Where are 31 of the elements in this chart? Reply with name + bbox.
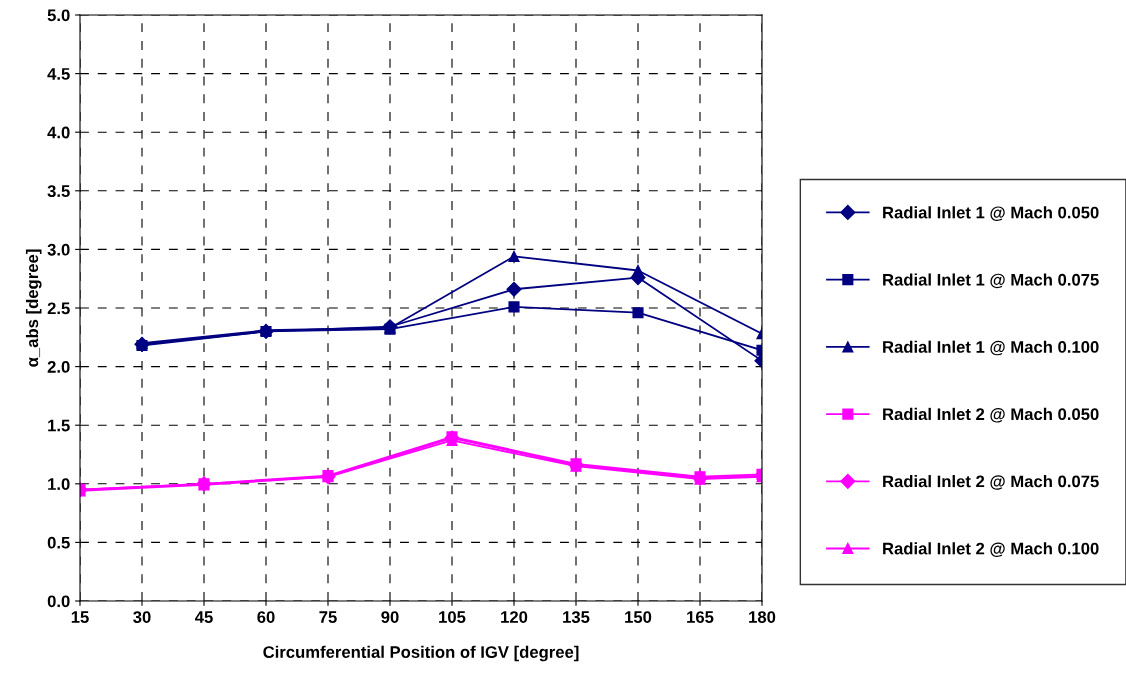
y-tick-label: 2.0: [47, 361, 70, 373]
x-tick-label: 15: [71, 611, 89, 623]
legend-label: Radial Inlet 2 @ Mach 0.075: [883, 475, 1099, 490]
x-tick-label: 165: [687, 611, 714, 623]
y-tick-label: 1.5: [48, 419, 70, 432]
x-tick-label: 105: [439, 611, 466, 623]
y-tick-label: 0.0: [47, 595, 70, 608]
legend-label: Radial Inlet 1 @ Mach 0.075: [883, 273, 1099, 289]
x-tick-label: 120: [501, 611, 528, 623]
x-tick-label: 30: [133, 611, 151, 623]
x-tick-label: 60: [257, 611, 275, 623]
y-tick-label: 2.5: [47, 302, 70, 315]
x-tick-label: 135: [563, 611, 590, 623]
y-tick-label: 1.0: [48, 478, 70, 490]
legend-label: Radial Inlet 1 @ Mach 0.050: [883, 206, 1099, 221]
y-tick-label: 0.5: [47, 536, 70, 549]
legend-label: Radial Inlet 2 @ Mach 0.050: [883, 407, 1099, 423]
x-tick-label: 150: [625, 611, 652, 623]
legend-label: Radial Inlet 1 @ Mach 0.100: [883, 340, 1099, 356]
legend-label: Radial Inlet 2 @ Mach 0.100: [883, 542, 1099, 557]
x-tick-label: 45: [194, 611, 213, 623]
x-tick-label: 75: [319, 611, 337, 623]
y-axis-title: α_abs [degree]: [25, 249, 42, 367]
y-tick-label: 5.0: [47, 9, 70, 22]
x-tick-label: 180: [749, 611, 776, 623]
y-tick-label: 4.5: [47, 68, 70, 80]
y-tick-label: 4.0: [47, 126, 70, 139]
x-axis-title: Circumferential Position of IGV [degree]: [263, 645, 579, 662]
x-tick-label: 90: [381, 611, 399, 623]
y-tick-label: 3.0: [47, 243, 70, 256]
y-tick-label: 3.5: [47, 185, 70, 198]
